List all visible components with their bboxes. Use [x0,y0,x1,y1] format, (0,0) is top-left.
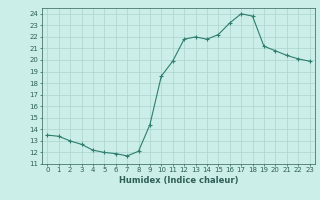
X-axis label: Humidex (Indice chaleur): Humidex (Indice chaleur) [119,176,238,185]
